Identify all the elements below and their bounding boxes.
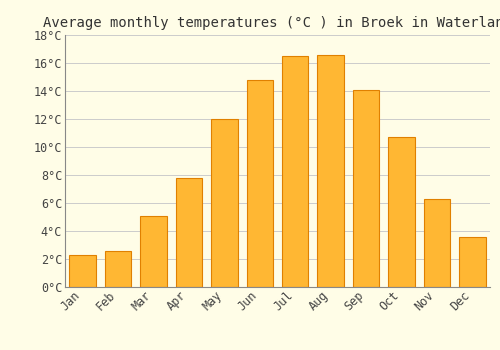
Bar	[388, 137, 414, 287]
Bar	[282, 56, 308, 287]
Bar	[105, 251, 132, 287]
Bar	[318, 55, 344, 287]
Bar	[246, 80, 273, 287]
Bar	[70, 255, 96, 287]
Bar	[353, 90, 380, 287]
Bar	[459, 237, 485, 287]
Bar	[424, 199, 450, 287]
Bar	[176, 178, 202, 287]
Bar	[211, 119, 238, 287]
Bar	[140, 216, 167, 287]
Title: Average monthly temperatures (°C ) in Broek in Waterland: Average monthly temperatures (°C ) in Br…	[43, 16, 500, 30]
